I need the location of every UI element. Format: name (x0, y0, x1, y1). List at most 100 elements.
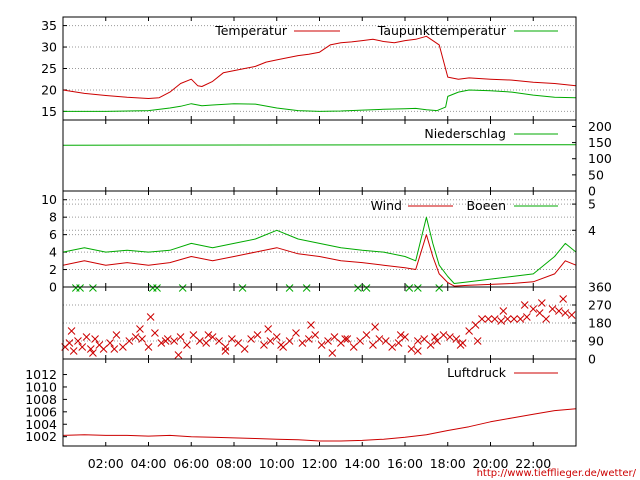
y-tick-label: 15 (41, 104, 57, 119)
data-point (89, 284, 97, 292)
data-point (435, 284, 444, 292)
data-point (67, 327, 76, 335)
data-point (324, 337, 332, 345)
data-point (208, 333, 217, 341)
x-tick-label: 08:00 (216, 456, 252, 471)
data-point (302, 284, 311, 292)
source-link[interactable]: http://www.tiefflieger.de/wetter/ (477, 468, 637, 479)
data-point (74, 337, 82, 345)
data-point (520, 301, 529, 309)
series-wind-direction-1 (61, 295, 576, 359)
data-point (178, 284, 187, 292)
data-point (561, 309, 570, 317)
data-point (260, 341, 268, 349)
data-point (484, 315, 493, 323)
data-point (426, 341, 435, 349)
legend-niederschlag: Niederschlag (424, 126, 506, 141)
data-point (170, 337, 179, 345)
data-point (499, 307, 508, 315)
data-point (503, 315, 512, 323)
data-point (125, 337, 134, 345)
y-tick-label: 30 (41, 40, 57, 55)
x-tick-label: 10:00 (259, 456, 295, 471)
data-point (131, 333, 140, 341)
data-point (396, 331, 405, 339)
data-point (478, 315, 486, 323)
data-point (375, 335, 384, 343)
x-tick-label: 22:00 (515, 456, 551, 471)
data-point (542, 315, 550, 323)
x-tick-label: 12:00 (301, 456, 337, 471)
data-point (420, 335, 429, 343)
data-point (82, 333, 91, 341)
data-point (277, 341, 285, 349)
data-point (110, 345, 119, 353)
y-tick-label: 25 (41, 61, 57, 76)
data-point (401, 333, 409, 341)
y-tick-label: 4 (49, 245, 57, 260)
data-point (431, 333, 439, 341)
data-point (452, 335, 461, 343)
data-point (65, 339, 74, 347)
data-point (138, 335, 146, 343)
chart-layers: 1520253035050100150200024681045090180270… (25, 16, 612, 471)
data-point (413, 284, 422, 292)
data-point (307, 321, 315, 329)
data-point (465, 327, 473, 335)
data-point (471, 321, 480, 329)
data-point (439, 331, 448, 339)
data-point (221, 343, 230, 351)
data-point (253, 331, 262, 339)
data-point (266, 337, 275, 345)
data-point (176, 333, 185, 341)
data-point (354, 284, 362, 292)
legend-luftdruck: Luftdruck (447, 365, 507, 380)
data-point (343, 335, 352, 343)
x-tick-label: 18:00 (430, 456, 466, 471)
data-point (298, 339, 307, 347)
data-point (195, 337, 204, 345)
data-point (272, 333, 281, 341)
y2-tick-label: 150 (588, 135, 612, 150)
y2-tick-label: 4 (588, 223, 596, 238)
y-tick-label: 35 (41, 18, 57, 33)
series-temperature-2 (63, 89, 577, 112)
data-point (371, 323, 379, 331)
y-tick-label: 1004 (25, 417, 57, 432)
data-point (91, 335, 99, 343)
panel-wind: 0 2 4 6 8 10 4 5 (41, 190, 596, 295)
y2-tick-label: 200 (588, 119, 612, 134)
y-tick-label: 1008 (25, 392, 57, 407)
data-point (189, 331, 198, 339)
data-point (285, 284, 294, 292)
x-tick-label: 20:00 (472, 456, 508, 471)
data-point (153, 284, 161, 292)
data-point (202, 339, 211, 347)
data-point (157, 339, 166, 347)
data-point (497, 317, 506, 325)
data-point (433, 337, 441, 345)
legend-taupunkttemperatur: Taupunkttemperatur (377, 23, 507, 38)
data-point (567, 311, 576, 319)
data-point (285, 337, 294, 345)
data-point (362, 284, 371, 292)
data-point (529, 305, 538, 313)
data-point (356, 337, 364, 345)
series-wind-2 (62, 216, 577, 284)
data-point (240, 345, 249, 353)
series-pressure-1 (62, 408, 577, 442)
x-tick-label: 06:00 (173, 456, 209, 471)
data-point (183, 341, 191, 349)
data-point (215, 337, 223, 345)
data-point (535, 309, 544, 317)
data-point (78, 343, 87, 351)
y-tick-label: 1006 (25, 404, 57, 419)
data-point (394, 339, 403, 347)
data-point (407, 345, 416, 353)
y2-tick-label: 0 (588, 184, 596, 199)
data-point (89, 349, 97, 357)
data-point (304, 335, 313, 343)
data-point (328, 349, 337, 357)
